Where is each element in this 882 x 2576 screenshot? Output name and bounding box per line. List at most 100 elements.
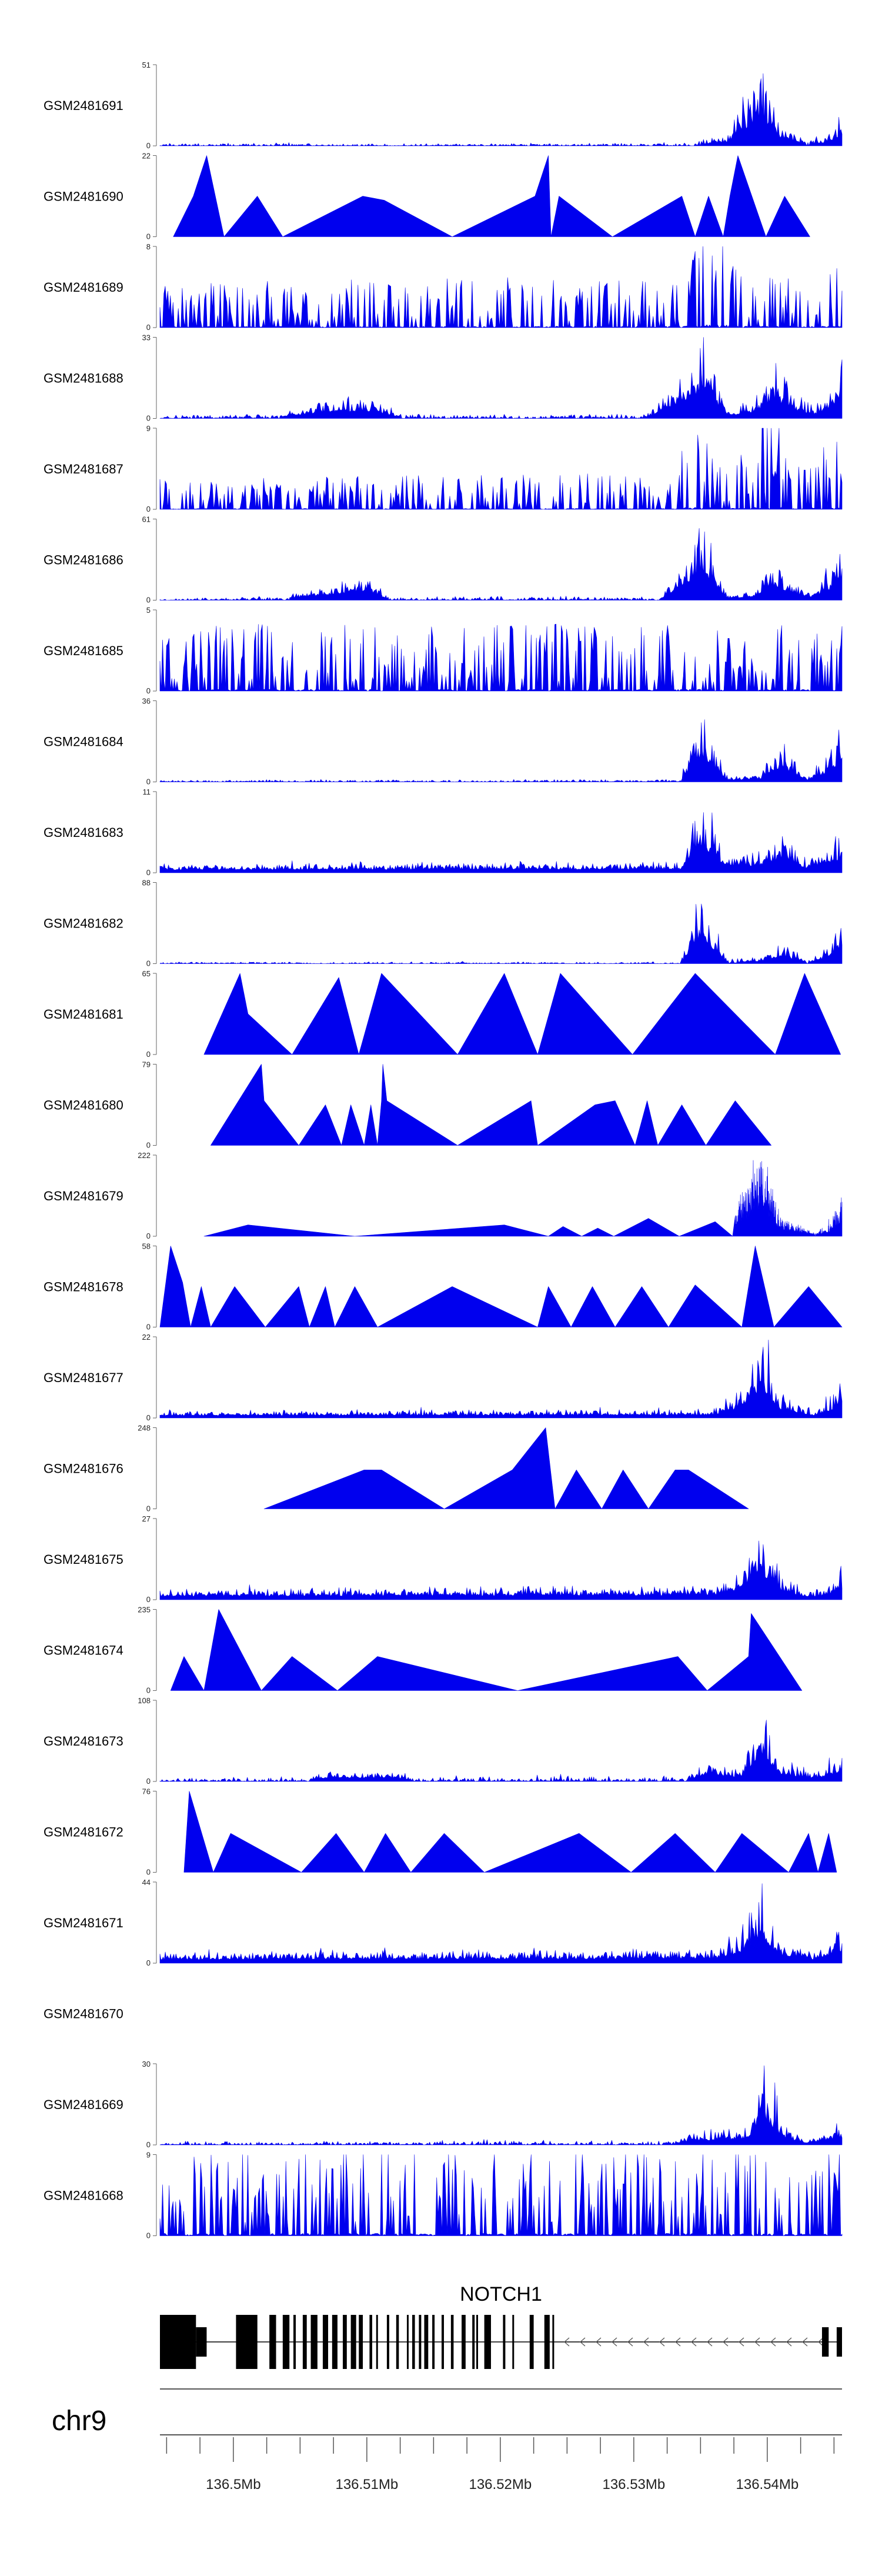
y-min-label: 0 (146, 1595, 151, 1604)
y-max-label: 44 (142, 1878, 151, 1887)
coverage-area (211, 1064, 771, 1146)
y-max-label: 11 (143, 788, 151, 796)
exon-tick (315, 2315, 317, 2369)
strand-arrow (659, 2337, 665, 2347)
strand-arrow (580, 2337, 586, 2347)
coding-exon (269, 2315, 276, 2369)
coverage-area (159, 903, 843, 964)
track-label: GSM2481687 (44, 462, 123, 476)
y-max-label: 9 (146, 2151, 151, 2160)
track-GSM2481668: GSM2481668 90 (44, 2151, 843, 2240)
track-GSM2481681: GSM2481681 65 0 (44, 969, 841, 1059)
coding-exon (529, 2315, 534, 2369)
y-max-label: 9 (146, 424, 151, 433)
coverage-area (159, 2154, 843, 2236)
y-max-label: 27 (142, 1514, 151, 1523)
coverage-area (159, 528, 843, 600)
track-label: GSM2481668 (44, 2188, 123, 2203)
coding-exon (302, 2315, 307, 2369)
y-max-label: 108 (138, 1696, 151, 1705)
coding-exon (350, 2315, 356, 2369)
y-min-label: 0 (146, 1958, 151, 1967)
y-max-label: 30 (142, 2060, 151, 2068)
coding-exon (310, 2315, 318, 2369)
track-label: GSM2481684 (44, 735, 123, 749)
y-axis: 248 0 (138, 1424, 157, 1513)
coverage-area (203, 973, 841, 1055)
track-label: GSM2481691 (44, 98, 123, 113)
track-label: GSM2481685 (44, 643, 123, 658)
exon-tick (476, 2315, 479, 2369)
coding-exon (359, 2315, 363, 2369)
strand-arrow (786, 2337, 792, 2347)
strand-arrow (643, 2337, 649, 2347)
coding-exon (462, 2315, 466, 2369)
y-max-label: 51 (142, 61, 151, 69)
x-tick-label: 136.5Mb (206, 2477, 260, 2492)
gene-model-track: NOTCH1 (160, 2283, 842, 2369)
coverage-area (159, 719, 843, 782)
strand-arrow (802, 2337, 808, 2347)
track-label: GSM2481689 (44, 280, 123, 295)
coverage-area (170, 1609, 803, 1691)
track-GSM2481670: GSM2481670 (44, 2007, 123, 2021)
coverage-area (159, 2066, 843, 2145)
y-max-label: 65 (142, 969, 151, 978)
coverage-tracks: GSM2481691510GSM2481690220GSM248168980GS… (44, 61, 843, 2240)
track-label: GSM2481688 (44, 371, 123, 386)
genome-axis: chr9 136.5Mb 136.51Mb 136.52Mb 136.53Mb 136.… (52, 2388, 842, 2492)
y-axis: 90 (146, 2151, 157, 2240)
coverage-area (159, 246, 843, 328)
track-label: GSM2481675 (44, 1552, 123, 1567)
y-axis: 80 (146, 242, 157, 332)
track-label: GSM2481682 (44, 916, 123, 931)
track-GSM2481688: GSM2481688 33 0 (44, 333, 843, 423)
y-axis: 108 0 (138, 1696, 157, 1786)
track-label: GSM2481677 (44, 1370, 123, 1385)
chromosome-label: chr9 (52, 2405, 106, 2437)
y-min-label: 0 (146, 868, 151, 877)
y-min-label: 0 (146, 1413, 151, 1422)
coverage-area (263, 1427, 749, 1509)
coverage-area (183, 1791, 837, 1873)
track-label: GSM2481680 (44, 1098, 123, 1113)
coding-exon (293, 2315, 296, 2369)
track-GSM2481678: GSM2481678 58 0 (44, 1242, 843, 1332)
y-axis: 61 0 (142, 515, 157, 605)
y-min-label: 0 (146, 686, 151, 695)
exon-tick (255, 2315, 257, 2369)
coding-exon (386, 2315, 389, 2369)
track-GSM2481673: GSM2481673 108 0 (44, 1696, 843, 1786)
strand-arrow (564, 2337, 570, 2347)
y-max-label: 235 (138, 1606, 151, 1614)
y-max-label: 88 (142, 879, 151, 887)
y-axis: 30 0 (142, 2060, 157, 2149)
y-axis: 22 0 (142, 152, 157, 241)
y-max-label: 76 (142, 1787, 151, 1796)
y-max-label: 36 (142, 697, 151, 706)
y-max-label: 222 (138, 1151, 151, 1160)
coding-exon (484, 2315, 491, 2369)
coding-exon (282, 2315, 290, 2369)
exon-tick (406, 2315, 409, 2369)
track-GSM2481682: GSM2481682 88 0 (44, 879, 843, 968)
coding-exon (432, 2315, 435, 2369)
utr-exon (836, 2327, 842, 2357)
exon-tick (376, 2315, 378, 2369)
x-tick-label: 136.51Mb (335, 2477, 398, 2492)
y-min-label: 0 (146, 1777, 151, 1786)
track-label: GSM2481672 (44, 1825, 123, 1840)
track-label: GSM2481670 (44, 2007, 123, 2021)
gene-body (160, 2315, 842, 2369)
y-max-label: 58 (142, 1242, 151, 1251)
exon-tick (552, 2315, 554, 2369)
y-axis: 58 0 (142, 1242, 157, 1332)
y-axis: 235 0 (138, 1606, 157, 1695)
y-min-label: 0 (146, 778, 151, 786)
coverage-area (159, 623, 843, 692)
y-axis: 22 0 (142, 1333, 157, 1422)
coding-exon (424, 2315, 429, 2369)
x-tick-label: 136.52Mb (469, 2477, 532, 2492)
coverage-area (159, 812, 843, 873)
